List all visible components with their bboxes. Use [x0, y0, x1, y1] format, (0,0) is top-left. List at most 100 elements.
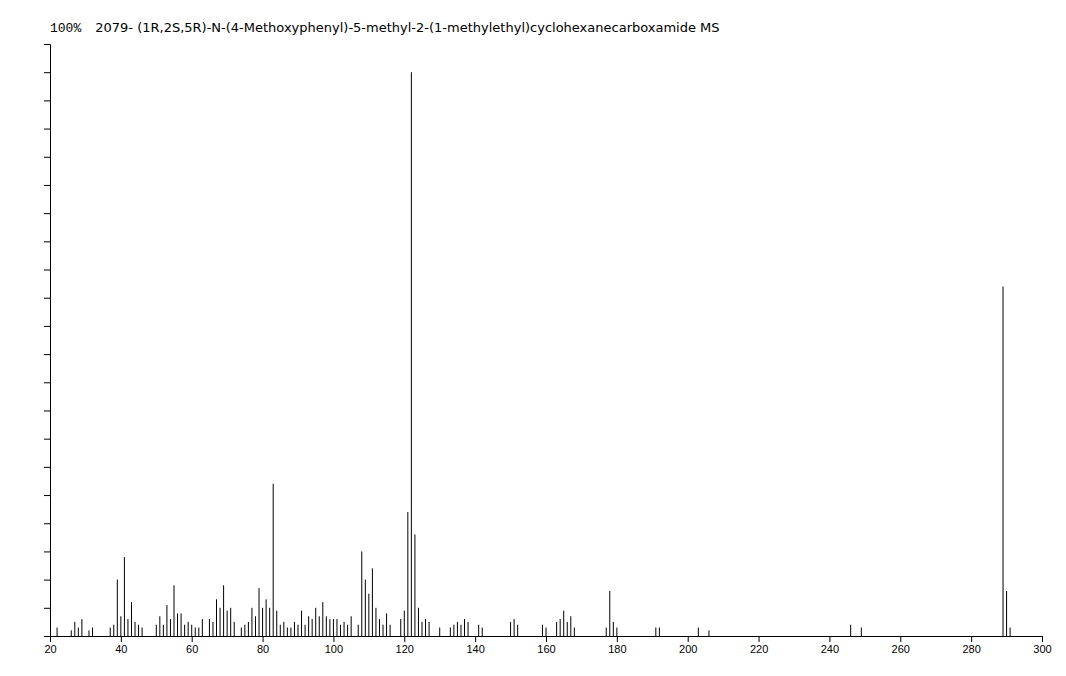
y-tick — [44, 608, 50, 609]
peak — [333, 619, 334, 636]
y-tick-mark — [44, 100, 50, 101]
y-tick — [44, 129, 50, 130]
peak — [698, 628, 699, 636]
x-tick-mark — [759, 636, 760, 642]
peak — [407, 512, 408, 636]
peak — [390, 625, 391, 636]
y-tick-mark — [44, 580, 50, 581]
peak — [287, 628, 288, 636]
peak — [57, 628, 58, 636]
peak — [110, 628, 111, 636]
peak — [234, 622, 235, 636]
peak — [457, 622, 458, 636]
stems — [57, 72, 1010, 636]
x-tick-mark — [121, 636, 122, 642]
peak — [315, 608, 316, 636]
peak — [319, 616, 320, 636]
y-tick — [44, 298, 50, 299]
x-tick: 100 — [325, 636, 343, 655]
peak — [613, 622, 614, 636]
y-axis-line — [44, 45, 51, 637]
peak — [708, 630, 709, 636]
x-tick-mark — [900, 636, 901, 642]
y-tick-mark — [44, 72, 50, 73]
x-tick-label: 160 — [537, 643, 555, 655]
y-tick — [44, 410, 50, 411]
peak — [71, 630, 72, 636]
peak — [113, 625, 114, 636]
x-tick-label: 100 — [325, 643, 343, 655]
y-tick-mark — [44, 410, 50, 411]
peak — [312, 619, 313, 636]
peak — [439, 628, 440, 636]
peak — [418, 608, 419, 636]
peak — [329, 619, 330, 636]
peak — [850, 625, 851, 636]
peak — [375, 608, 376, 636]
peak — [347, 625, 348, 636]
peak — [92, 628, 93, 636]
peak — [429, 622, 430, 636]
peak — [386, 613, 387, 636]
x-tick: 260 — [892, 636, 910, 655]
peak — [223, 585, 224, 636]
peak — [177, 613, 178, 636]
peak — [294, 622, 295, 636]
x-axis-line — [51, 637, 1043, 643]
x-tick-label: 280 — [962, 643, 980, 655]
peak — [464, 619, 465, 636]
peak — [174, 585, 175, 636]
peak — [365, 580, 366, 636]
y-tick — [44, 382, 50, 383]
y-tick — [44, 495, 50, 496]
peak — [560, 619, 561, 636]
peak — [606, 628, 607, 636]
peak — [195, 628, 196, 636]
x-tick: 280 — [962, 636, 980, 655]
peak — [188, 622, 189, 636]
x-tick-mark — [546, 636, 547, 642]
peak — [298, 625, 299, 636]
x-tick-mark — [617, 636, 618, 642]
x-tick-mark — [263, 636, 264, 642]
y-tick-mark — [44, 636, 50, 637]
peak — [567, 622, 568, 636]
y-tick — [44, 72, 50, 73]
peak — [422, 622, 423, 636]
peak — [482, 628, 483, 636]
peak — [514, 619, 515, 636]
peak — [861, 628, 862, 636]
peak — [202, 619, 203, 636]
peak — [159, 616, 160, 636]
texts: 100%2079- (1R,2S,5R)-N-(4-Methoxyphenyl)… — [50, 20, 720, 36]
y-axis — [44, 45, 51, 637]
peak — [372, 568, 373, 636]
y-tick-mark — [44, 326, 50, 327]
peak — [131, 602, 132, 636]
peak — [351, 616, 352, 636]
x-tick-mark — [971, 636, 972, 642]
peak — [227, 611, 228, 636]
peak — [209, 619, 210, 636]
peak — [383, 625, 384, 636]
peak — [273, 484, 274, 636]
peak — [556, 622, 557, 636]
peak — [322, 602, 323, 636]
peak — [358, 625, 359, 636]
peak — [340, 625, 341, 636]
x-tick-label: 120 — [396, 643, 414, 655]
y-tick-mark — [44, 354, 50, 355]
y-tick — [44, 439, 50, 440]
peak — [659, 628, 660, 636]
peak — [244, 625, 245, 636]
peak — [361, 551, 362, 636]
peak — [230, 608, 231, 636]
peak — [411, 72, 412, 636]
peak — [574, 628, 575, 636]
peak — [74, 622, 75, 636]
peak — [81, 619, 82, 636]
y-tick-mark — [44, 298, 50, 299]
peak — [212, 622, 213, 636]
peak — [546, 628, 547, 636]
peak — [404, 611, 405, 636]
